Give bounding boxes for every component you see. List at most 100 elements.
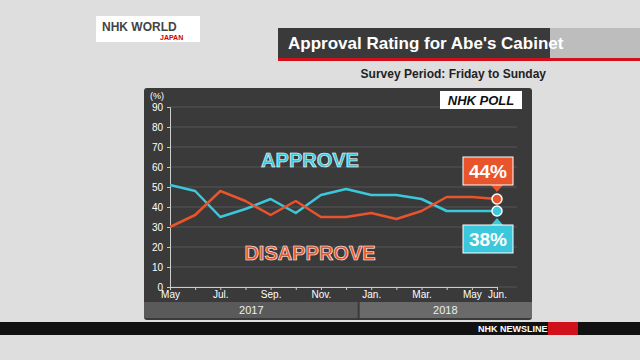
y-tick-label: 40 [152,202,164,213]
footer-text: NHK NEWSLINE [478,324,548,334]
series-line [170,191,497,227]
x-tick [396,287,397,290]
y-tick-mark [167,127,170,128]
end-point [492,194,502,204]
grid-line [170,207,517,208]
y-tick-label: 20 [152,242,164,253]
x-tick: Jun. [488,287,507,300]
year-band [144,302,358,318]
plot-area [170,185,502,227]
x-tick [195,287,196,290]
title-underline [278,58,640,61]
logo-box [96,16,200,42]
x-tick-label: Jul. [213,289,229,300]
grid-line [170,147,517,148]
subtitle: Survey Period: Friday to Sunday [361,67,547,81]
x-tick: Jan. [362,287,381,300]
footer-accent [548,322,578,335]
y-tick: 20 [152,242,170,253]
x-tick [447,287,448,290]
y-tick-label: 50 [152,182,164,193]
x-tick [346,287,347,290]
title: Approval Rating for Abe's Cabinet [288,34,564,53]
grid-line [170,127,517,128]
y-tick-mark [167,167,170,168]
y-tick-label: 70 [152,142,164,153]
y-tick: 40 [152,202,170,213]
x-tick-label: Sep. [261,289,282,300]
series-label: APPROVE [261,149,359,171]
x-tick: May [161,287,180,300]
x-tick-mark [447,287,448,290]
x-tick-mark [396,287,397,290]
chart-panel [144,88,532,320]
y-tick: 30 [152,222,170,233]
chart-root: NHK WORLDJAPAN Approval Rating for Abe's … [0,0,640,360]
title-box-end [550,28,640,58]
poll-badge [440,91,522,109]
x-tick-label: Mar. [412,289,431,300]
y-tick-mark [167,227,170,228]
y-axis-line [167,108,171,288]
y-tick-mark [167,187,170,188]
footer-bar [0,322,640,335]
y-tick-mark [167,287,170,288]
logo-subtext: JAPAN [160,34,183,41]
data-label: 38% [469,229,507,250]
year-label: 2018 [433,304,457,316]
y-tick-label: 90 [152,102,164,113]
y-tick-label: 60 [152,162,164,173]
poll-badge-text: NHK POLL [448,93,515,108]
x-tick-label: Nov. [312,289,332,300]
logo-text: NHK WORLD [102,20,177,34]
background [0,0,640,360]
x-tick: Sep. [261,287,282,300]
callout: 38% [463,218,513,253]
y-tick-mark [167,107,170,108]
grid-line [170,267,517,268]
y-tick-mark [167,247,170,248]
y-tick-mark [167,207,170,208]
y-tick: 60 [152,162,170,173]
x-tick: Mar. [412,287,431,300]
y-axis-label: (%) [150,91,164,101]
data-label: 44% [469,161,507,182]
y-tick-label: 10 [152,262,164,273]
x-tick [296,287,297,290]
x-tick-mark [245,287,246,290]
series-label: DISAPPROVE [244,242,375,264]
y-tick: 80 [152,122,170,133]
x-tick: May [463,287,482,300]
x-tick-mark [346,287,347,290]
y-tick: 70 [152,142,170,153]
x-tick-mark [195,287,196,290]
y-tick: 10 [152,262,170,273]
x-tick-label: May [161,289,180,300]
y-tick: 50 [152,182,170,193]
callout-box [463,157,513,185]
y-tick-mark [167,267,170,268]
y-tick-mark [167,147,170,148]
grid [170,107,517,287]
y-tick-label: 80 [152,122,164,133]
series-line [170,185,497,217]
year-label: 2017 [239,304,263,316]
year-band [360,302,532,318]
x-tick-label: May [463,289,482,300]
callout: 44% [463,157,513,192]
y-tick-label: 30 [152,222,164,233]
x-tick-label: Jun. [488,289,507,300]
grid-line [170,187,517,188]
y-axis: 0102030405060708090 [152,102,171,293]
x-tick-label: Jan. [362,289,381,300]
x-tick [245,287,246,290]
y-tick: 90 [152,102,170,113]
x-tick: Nov. [312,287,332,300]
callout-box [463,225,513,253]
x-tick: Jul. [213,287,229,300]
callout-pointer [491,218,503,225]
callout-pointer [491,185,503,192]
x-tick-mark [296,287,297,290]
end-point [492,206,502,216]
x-axis: May Jul. Sep. Nov. Jan. Mar. May Jun. [161,287,507,300]
